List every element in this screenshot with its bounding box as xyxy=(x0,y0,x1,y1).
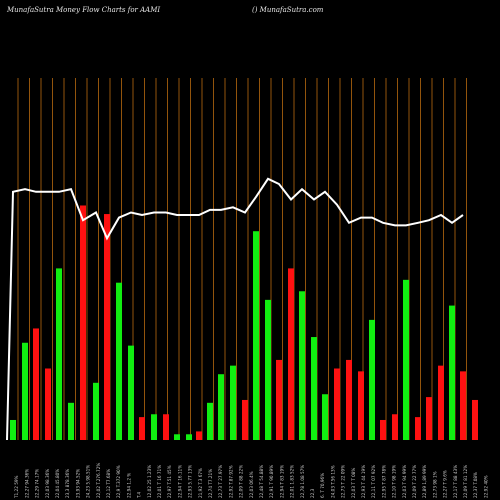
bar xyxy=(128,345,134,440)
bar xyxy=(426,397,432,440)
x-tick-label: 22,09 T 88 22% xyxy=(239,465,244,498)
x-tick-label: 22,09 T 22 77% xyxy=(412,465,417,498)
chart-title: MunafaSutra Money Flow Charts for AAMI xyxy=(7,6,161,14)
bar xyxy=(45,368,51,440)
x-tick-label: 22,27 94.36% xyxy=(24,469,29,498)
x-tick-label: T1,22 59% xyxy=(14,475,19,499)
bar xyxy=(196,431,202,440)
x-tick-label: 22,09 T 81 12% xyxy=(463,465,468,498)
bar xyxy=(93,382,99,440)
x-tick-label: 22,95 T 87 78% xyxy=(381,465,386,498)
x-tick-label: 6. T 70,96% xyxy=(320,473,325,498)
x-tick-label: 22,92 40% xyxy=(483,475,488,498)
x-tick-label: 22,01 T 16 71% xyxy=(157,465,162,498)
price-line xyxy=(6,177,464,441)
x-tick-label: 22,01 1.83 52% xyxy=(290,465,295,498)
bar xyxy=(265,299,271,440)
x-tick-label: 23,93 94.52% xyxy=(75,469,80,498)
x-tick-label: 22,12 T7.68% xyxy=(106,469,111,498)
x-tick-label: 22,94 T 16.11% xyxy=(177,465,182,498)
x-tick-label: 24,03 T.56 13% xyxy=(330,465,335,498)
bar xyxy=(186,434,192,440)
bar xyxy=(33,328,39,440)
x-tick-label: T.4 xyxy=(137,492,142,499)
bar xyxy=(56,268,62,440)
x-tick-label: 21,92 T.3 67% xyxy=(198,468,203,498)
bar xyxy=(230,365,236,440)
bar xyxy=(415,417,421,440)
x-tick-label: 12,02 25 1.23% xyxy=(147,465,152,498)
bar xyxy=(68,402,74,440)
bar xyxy=(288,268,294,440)
bar xyxy=(369,319,375,440)
x-tick-label: 22,74 T7.21% xyxy=(208,469,213,498)
x-tick-label: 22,73 T 22 09% xyxy=(341,465,346,498)
x-tick-label: 22,91 T 90.89% xyxy=(269,465,274,498)
bar xyxy=(358,371,364,440)
bar xyxy=(334,368,340,440)
bar xyxy=(438,365,444,440)
bar xyxy=(449,305,455,440)
bar xyxy=(139,417,145,440)
x-tick-label: 22,03 T T 08% xyxy=(351,468,356,498)
x-tick-label: 22,94 1,2 % xyxy=(126,473,131,498)
x-tick-label: 24,23 5.98.51% xyxy=(86,465,91,498)
x-tick-label: 22,11 T 07 92% xyxy=(371,465,376,498)
x-tick-label: 23,3 878.36% xyxy=(65,469,70,498)
x-tick-label: 22,73 T 27.97% xyxy=(218,465,223,498)
x-tick-label: 22,3 xyxy=(310,488,315,498)
bar xyxy=(472,399,478,440)
bar xyxy=(151,414,157,440)
x-tick-label: 22,10 T 98 19% xyxy=(392,465,397,498)
x-tick-label: 22,37 T.08% xyxy=(473,472,478,498)
x-tick-label: 22,17 T 88 43% xyxy=(453,465,458,498)
bar xyxy=(392,414,398,440)
x-tick-label: 22,97 T.51 45% xyxy=(167,465,172,498)
x-tick-label: 22,78 1.08 57% xyxy=(300,465,305,498)
bar xyxy=(163,414,169,440)
bar xyxy=(242,399,248,440)
x-tick-label: 22,93 T 44 19% xyxy=(361,465,366,498)
x-tick-label: 22,94 T 83 19% xyxy=(279,465,284,498)
x-tick-labels: T1,22 59% 22,27 94.36% 22,29 74.17% 22,03 9… xyxy=(14,463,488,499)
bar xyxy=(104,214,110,440)
bar xyxy=(380,419,386,440)
bar xyxy=(460,371,466,440)
bar xyxy=(299,291,305,440)
bar xyxy=(207,402,213,440)
bar xyxy=(403,279,409,440)
x-tick-label: 22,02 T.276.72% xyxy=(96,463,101,498)
bar xyxy=(253,231,259,440)
x-tick-label: 22,73 98 1% xyxy=(432,471,437,498)
x-tick-label: 22,04 45.80% xyxy=(55,469,60,498)
x-tick-label: 22,92 T.87.92% xyxy=(228,465,233,498)
x-tick-label: 22,03 06.4% xyxy=(249,471,254,498)
bars xyxy=(10,205,478,440)
x-tick-label: 22,9 T.372 90% xyxy=(116,465,121,498)
x-tick-label: 22,29 74.17% xyxy=(35,469,40,498)
bar xyxy=(80,205,86,440)
bar xyxy=(218,374,224,440)
bar xyxy=(311,337,317,440)
bar xyxy=(276,359,282,440)
bar xyxy=(174,434,180,440)
x-tick-label: 22,93 5.77 13% xyxy=(188,465,193,498)
gridlines xyxy=(17,78,467,440)
site-credit: () MunafaSutra.com xyxy=(252,6,324,14)
bar xyxy=(322,394,328,440)
x-tick-label: 22,03 T 94 99% xyxy=(402,465,407,498)
bar xyxy=(116,282,122,440)
x-tick-label: 22,03 98.36% xyxy=(45,469,50,498)
x-tick-label: 22,89 1,89 99% xyxy=(422,465,427,498)
x-tick-label: 22,48 T 54.88% xyxy=(259,465,264,498)
bar xyxy=(346,359,352,440)
bar xyxy=(10,419,16,440)
x-tick-label: 22,27 T 9.6% xyxy=(443,470,448,498)
bar xyxy=(22,342,28,440)
